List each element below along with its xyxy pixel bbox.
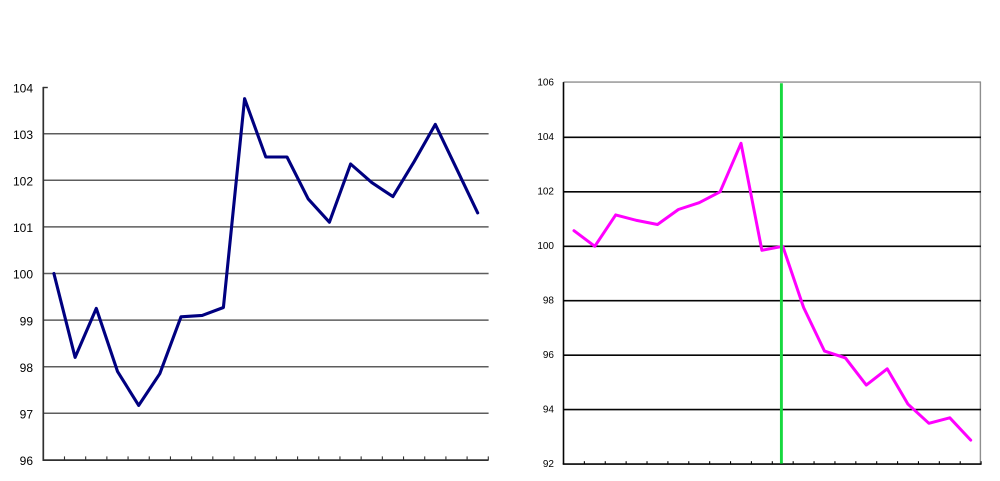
svg-text:96: 96 (20, 454, 34, 468)
svg-text:102: 102 (13, 175, 33, 189)
svg-text:96: 96 (543, 350, 555, 361)
svg-text:92: 92 (543, 459, 555, 470)
svg-text:106: 106 (537, 78, 554, 89)
svg-text:101: 101 (13, 221, 33, 235)
svg-text:100: 100 (13, 268, 33, 282)
svg-text:102: 102 (537, 187, 554, 198)
svg-text:98: 98 (543, 295, 555, 306)
svg-text:98: 98 (20, 361, 34, 375)
svg-text:97: 97 (20, 408, 34, 422)
svg-text:103: 103 (13, 128, 33, 142)
svg-text:100: 100 (537, 241, 554, 252)
svg-text:104: 104 (537, 132, 554, 143)
svg-text:104: 104 (13, 81, 33, 95)
svg-text:99: 99 (20, 314, 34, 328)
svg-text:94: 94 (543, 404, 555, 415)
